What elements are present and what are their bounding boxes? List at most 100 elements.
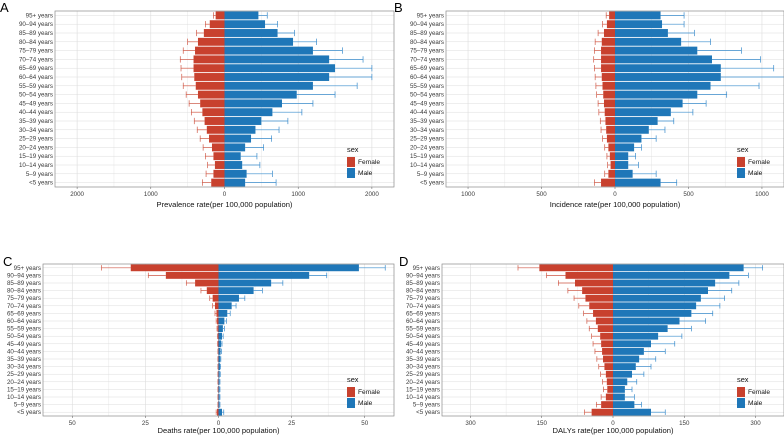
bar-male-19 — [613, 264, 744, 272]
bar-female-4 — [608, 143, 615, 152]
bar-male-5 — [615, 134, 642, 143]
y-tick-label: 10–14 years — [410, 162, 444, 169]
bar-female-13 — [593, 309, 613, 317]
bar-female-12 — [601, 73, 615, 81]
bar-male-14 — [613, 302, 697, 310]
bar-female-7 — [605, 117, 615, 125]
y-tick-label: 35–39 years — [19, 118, 53, 125]
bar-male-12 — [218, 317, 225, 325]
x-axis-title: Deaths rate(per 100,000 population) — [157, 426, 279, 435]
bar-female-5 — [209, 134, 225, 143]
legend-swatch-female — [347, 157, 355, 167]
bar-female-13 — [193, 64, 225, 73]
bar-female-10 — [603, 90, 615, 99]
y-tick-label: 70–74 years — [406, 303, 440, 310]
bar-male-6 — [613, 363, 636, 371]
bar-female-9 — [200, 99, 225, 108]
y-tick-label: 70–74 years — [19, 56, 53, 63]
bar-female-17 — [203, 29, 225, 37]
x-tick-label: 1000 — [755, 191, 769, 198]
y-tick-label: 80–84 years — [7, 288, 41, 295]
bar-male-2 — [218, 393, 220, 401]
bar-male-7 — [218, 355, 221, 363]
y-tick-label: 40–44 years — [410, 109, 444, 116]
bar-male-15 — [218, 294, 239, 302]
bar-female-8 — [604, 108, 615, 117]
y-tick-label: 55–59 years — [7, 326, 41, 333]
bar-male-4 — [613, 378, 628, 386]
y-tick-label: 25–29 years — [406, 371, 440, 378]
legend-label-male: Male — [748, 400, 763, 407]
bar-female-14 — [214, 302, 219, 310]
y-tick-label: 15–19 years — [7, 386, 41, 393]
legend-title: sex — [737, 145, 749, 154]
bar-male-3 — [615, 152, 629, 161]
bar-male-11 — [224, 81, 313, 90]
y-tick-label: 50–54 years — [406, 333, 440, 340]
bar-female-9 — [601, 340, 613, 348]
bar-female-13 — [216, 309, 219, 317]
bar-female-14 — [601, 55, 615, 64]
bar-female-3 — [213, 152, 225, 161]
y-tick-label: 75–79 years — [406, 295, 440, 302]
y-tick-label: 70–74 years — [410, 56, 444, 63]
bar-male-19 — [615, 11, 661, 20]
y-tick-label: 40–44 years — [7, 348, 41, 355]
legend-label-female: Female — [358, 389, 380, 396]
legend-swatch-male — [737, 168, 745, 178]
bar-male-19 — [224, 11, 259, 20]
y-tick-label: 40–44 years — [406, 348, 440, 355]
x-tick-label: 2000 — [70, 191, 84, 198]
y-tick-label: 10–14 years — [406, 394, 440, 401]
bar-male-13 — [613, 309, 692, 317]
bar-male-9 — [218, 340, 222, 348]
bar-male-15 — [613, 294, 701, 302]
y-tick-label: 90–94 years — [410, 21, 444, 28]
bar-female-6 — [604, 363, 613, 371]
legend-title: sex — [737, 375, 749, 384]
bar-female-3 — [607, 385, 613, 393]
y-tick-label: <5 years — [29, 180, 53, 187]
bar-female-5 — [606, 134, 615, 143]
x-tick-label: 1000 — [461, 191, 475, 198]
y-tick-label: 65–69 years — [19, 65, 53, 72]
legend-title: sex — [347, 145, 359, 154]
y-tick-label: 75–79 years — [7, 295, 41, 302]
bar-female-1 — [213, 169, 225, 178]
x-tick-label: 50 — [69, 420, 76, 427]
y-tick-label: 20–24 years — [7, 379, 41, 386]
bar-male-7 — [224, 117, 262, 125]
y-tick-label: 30–34 years — [406, 364, 440, 371]
y-tick-label: 70–74 years — [7, 303, 41, 310]
bar-female-19 — [539, 264, 613, 272]
x-tick-label: 0 — [611, 420, 615, 427]
bar-female-14 — [589, 302, 613, 310]
bar-male-8 — [615, 108, 671, 117]
bar-male-5 — [613, 370, 632, 378]
y-tick-label: 5–9 years — [14, 402, 41, 409]
y-tick-label: <5 years — [420, 180, 444, 187]
y-tick-label: 80–84 years — [19, 39, 53, 46]
bar-male-13 — [615, 64, 721, 73]
bar-male-8 — [613, 347, 644, 355]
bar-male-1 — [613, 401, 635, 409]
bar-male-18 — [218, 271, 310, 279]
x-tick-label: 50 — [361, 420, 368, 427]
bar-male-2 — [224, 161, 243, 169]
bar-female-1 — [608, 169, 615, 178]
bar-male-16 — [218, 287, 254, 295]
bar-female-18 — [165, 271, 219, 279]
bar-female-10 — [600, 332, 613, 340]
y-tick-label: 50–54 years — [410, 92, 444, 99]
bar-male-14 — [224, 55, 330, 64]
bar-female-11 — [597, 325, 613, 333]
y-tick-label: 65–69 years — [7, 310, 41, 317]
bar-female-16 — [601, 37, 615, 46]
y-tick-label: 25–29 years — [410, 136, 444, 143]
y-tick-label: 50–54 years — [19, 92, 53, 99]
bar-female-14 — [193, 55, 225, 64]
y-tick-label: 65–69 years — [406, 310, 440, 317]
bar-female-16 — [197, 37, 225, 46]
bar-female-0 — [217, 408, 219, 416]
